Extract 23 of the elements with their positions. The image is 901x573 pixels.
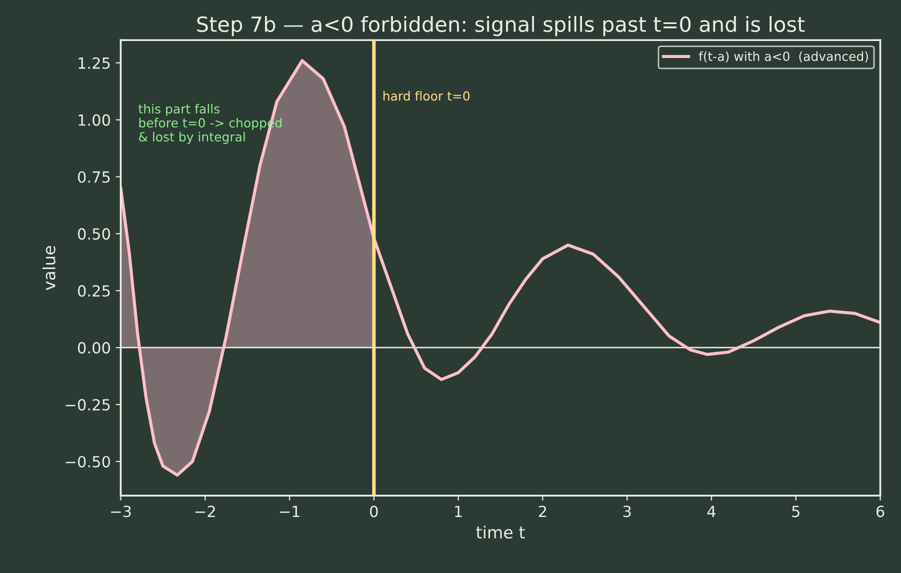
- y-tick-label: 0.50: [78, 228, 110, 240]
- legend-label: f(t-a) with a<0 (advanced): [698, 51, 868, 63]
- y-tick-label: 0.00: [78, 342, 110, 354]
- x-tick-label: 1: [455, 506, 462, 517]
- x-tick-label: 2: [538, 506, 546, 517]
- x-tick-label: −1: [280, 506, 300, 517]
- y-tick-label: −0.50: [66, 456, 110, 468]
- chart-title: Step 7b — a<0 forbidden: signal spills past t=0 and is lost: [197, 16, 805, 36]
- y-tick-label: 0.25: [78, 285, 110, 297]
- ref-line-label: hard floor t=0: [383, 91, 470, 101]
- y-tick-label: −0.25: [66, 399, 110, 411]
- y-tick-label: 1.25: [78, 57, 110, 69]
- x-tick-label: 0: [370, 506, 378, 518]
- y-axis-title: value: [42, 246, 56, 290]
- x-tick-label: 4: [707, 506, 716, 517]
- x-tick-label: −3: [111, 506, 131, 518]
- x-tick-label: 5: [792, 506, 800, 518]
- x-tick-label: −2: [195, 506, 215, 517]
- x-axis-title: time t: [476, 526, 525, 539]
- x-tick-label: 3: [623, 506, 631, 518]
- y-tick-label: 1.00: [78, 114, 110, 126]
- y-tick-label: 0.75: [78, 171, 110, 183]
- x-tick-label: 6: [876, 506, 884, 518]
